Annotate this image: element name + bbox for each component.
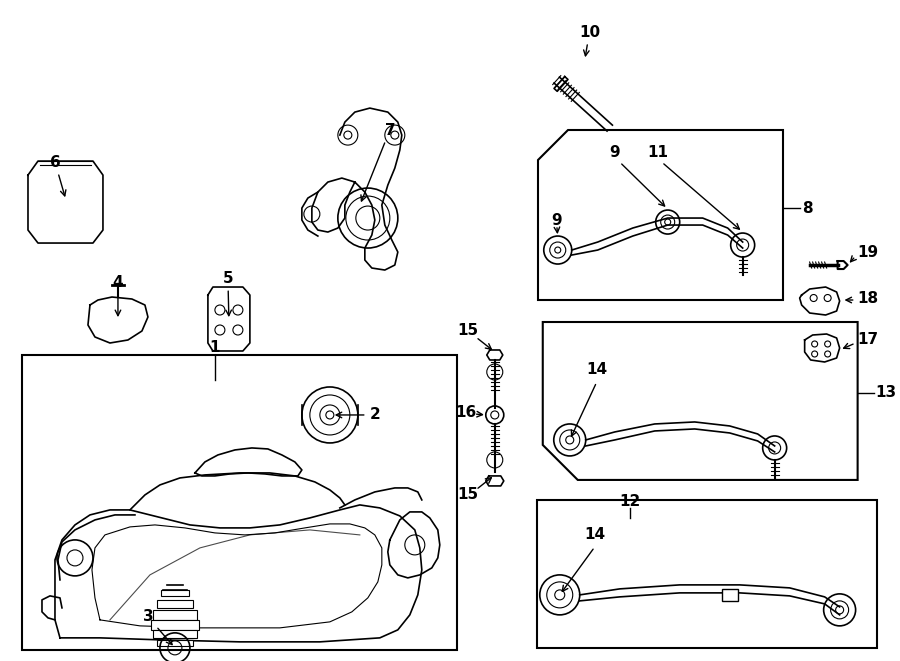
Bar [22, 355, 457, 650]
Bar [161, 590, 189, 596]
Text: 6: 6 [50, 155, 66, 196]
Text: 14: 14 [584, 527, 606, 543]
Text: 13: 13 [876, 385, 896, 401]
Text: 14: 14 [586, 362, 608, 377]
Text: 10: 10 [580, 24, 600, 40]
Text: 19: 19 [858, 245, 878, 260]
Bar [151, 620, 199, 630]
Text: 2: 2 [337, 407, 380, 422]
Polygon shape [543, 322, 858, 480]
Text: 3: 3 [142, 609, 172, 644]
Text: 17: 17 [858, 332, 878, 348]
Text: 1: 1 [210, 340, 220, 356]
Text: 15: 15 [457, 487, 479, 502]
Text: 9: 9 [609, 145, 620, 159]
Text: 5: 5 [222, 270, 233, 316]
Text: 18: 18 [858, 291, 878, 305]
Polygon shape [538, 130, 783, 300]
Bar [536, 500, 877, 648]
Bar [153, 610, 197, 620]
Text: 9: 9 [552, 213, 562, 227]
Text: 11: 11 [647, 145, 668, 159]
Bar [157, 640, 193, 646]
Text: 4: 4 [112, 274, 123, 316]
Text: 15: 15 [457, 323, 479, 338]
Text: 7: 7 [361, 122, 395, 201]
Bar [722, 589, 738, 601]
Bar [157, 600, 193, 608]
Text: 16: 16 [455, 405, 476, 420]
Text: 8: 8 [802, 200, 813, 215]
Bar [153, 630, 197, 638]
Text: 12: 12 [619, 494, 640, 510]
